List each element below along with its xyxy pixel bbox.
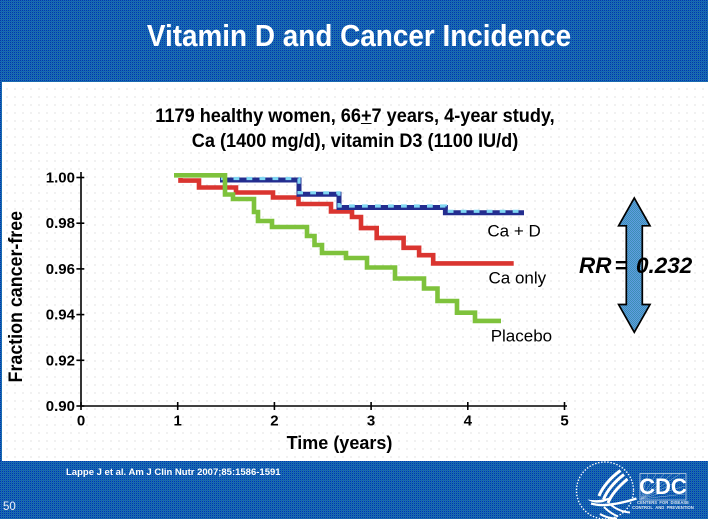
- svg-text:CDC: CDC: [639, 474, 687, 499]
- svg-text:0.98: 0.98: [46, 215, 75, 232]
- svg-text:CENTERS FOR DISEASE: CENTERS FOR DISEASE: [637, 500, 689, 505]
- svg-text:1: 1: [174, 413, 182, 430]
- svg-text:5: 5: [560, 413, 568, 430]
- svg-text:Ca only: Ca only: [489, 269, 547, 288]
- svg-text:3: 3: [367, 413, 375, 430]
- svg-text:0.96: 0.96: [46, 261, 75, 278]
- svg-text:=: =: [615, 253, 628, 278]
- svg-text:0: 0: [77, 413, 85, 430]
- svg-text:0.232: 0.232: [636, 253, 693, 278]
- svg-text:0.94: 0.94: [46, 307, 76, 324]
- svg-text:Ca + D: Ca + D: [487, 221, 540, 240]
- svg-text:0.92: 0.92: [46, 352, 75, 369]
- svg-text:4: 4: [464, 413, 473, 430]
- svg-text:1.00: 1.00: [46, 170, 75, 187]
- svg-text:2: 2: [270, 413, 278, 430]
- svg-text:Time (years): Time (years): [287, 433, 393, 453]
- svg-text:RR: RR: [579, 253, 612, 278]
- svg-text:Placebo: Placebo: [491, 327, 552, 346]
- svg-text:CONTROL AND PREVENTION: CONTROL AND PREVENTION: [632, 505, 694, 510]
- svg-text:0.90: 0.90: [46, 398, 75, 415]
- svg-text:Fraction cancer-free: Fraction cancer-free: [5, 211, 27, 383]
